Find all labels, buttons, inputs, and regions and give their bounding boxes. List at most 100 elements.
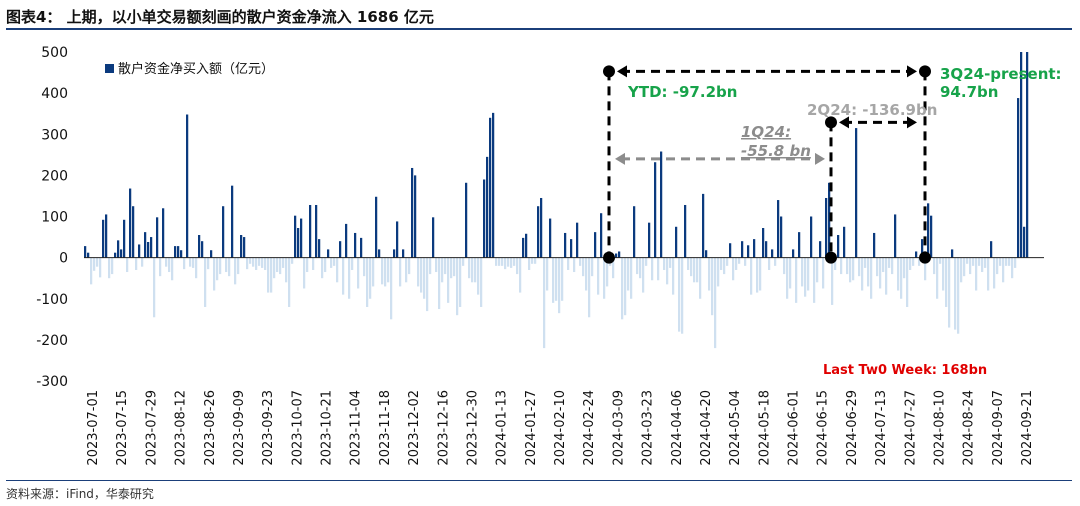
bar [222,206,225,258]
x-tick-label: 2024-06-29 [845,390,860,466]
bar [948,257,951,328]
bar [693,257,696,283]
bar [687,257,690,270]
x-tick-label: 2024-03-09 [611,390,626,466]
bar [183,257,186,270]
bar [789,257,792,289]
bar [885,257,888,295]
bar [987,257,990,291]
bar [138,244,141,258]
bar [414,175,417,258]
bar [432,217,435,258]
title-rule [6,28,1072,30]
bar [438,257,441,310]
bar [498,257,501,266]
bar [501,257,504,266]
bar [738,257,741,264]
bar [954,257,957,330]
bar [1023,226,1026,258]
bar [849,257,852,283]
bar [429,257,432,275]
x-tick-label: 2024-02-10 [553,390,568,466]
bar [489,117,492,258]
bar [111,257,114,275]
x-tick-label: 2023-07-01 [86,390,101,466]
x-tick-label: 2024-06-15 [816,390,831,466]
bar [336,257,339,283]
bar [543,257,546,349]
bar [999,257,1002,266]
bar [702,193,705,258]
bar [552,257,555,303]
bar [792,249,795,258]
bar [558,257,561,314]
bar [339,241,342,258]
bar [729,243,732,258]
q2-label: 2Q24: -136.9bn [807,101,937,119]
bar [216,257,219,281]
bar [510,257,513,268]
bar [234,257,237,285]
bar [267,257,270,293]
bar [603,257,606,299]
x-tick-label: 2023-08-26 [203,390,218,466]
bar [93,257,96,271]
x-tick-label: 2024-06-01 [787,390,802,466]
bar [243,237,246,258]
bar [831,257,834,305]
bar [285,257,288,283]
bar [456,257,459,316]
x-tick-label: 2023-10-07 [290,390,305,466]
bar [930,215,933,258]
marker-dot [919,251,931,264]
bar [378,249,381,258]
bar [540,197,543,258]
bar [357,257,360,289]
bar [585,257,588,291]
bar [648,222,651,258]
bar [192,257,195,268]
bar [621,257,624,320]
bar [843,226,846,258]
x-tick-label: 2024-09-07 [991,390,1006,466]
bar [606,257,609,287]
bar [711,257,714,316]
bar [1017,98,1020,258]
bar [528,257,531,270]
marker-dot [825,116,837,129]
bar [723,257,726,275]
bar [828,182,831,258]
marker-dot [603,251,615,264]
bar [582,257,585,277]
bar [927,203,930,258]
x-tick-label: 2023-07-29 [144,390,159,466]
bar [531,257,534,264]
bar [645,257,648,266]
bar [153,257,156,318]
bar [942,257,945,291]
bar [114,252,117,258]
bar [210,250,213,258]
bar [777,200,780,258]
bar [369,257,372,299]
bar [327,249,330,258]
y-tick-label: -200 [36,333,68,349]
bar [504,257,507,270]
bar [882,257,885,273]
bar [756,257,759,293]
x-tick-label: 2024-05-18 [757,390,772,466]
bar [720,257,723,270]
bar [345,223,348,258]
bar [699,257,702,299]
bar [207,257,210,270]
bar [786,257,789,299]
bar [810,216,813,258]
q2-arrow-left [839,116,849,129]
bar [246,257,249,270]
bar [969,257,972,275]
bar [570,239,573,258]
bar [342,257,345,295]
bar [366,257,369,307]
bar [750,257,753,295]
q3-label-line1: 3Q24-present: [940,65,1062,83]
